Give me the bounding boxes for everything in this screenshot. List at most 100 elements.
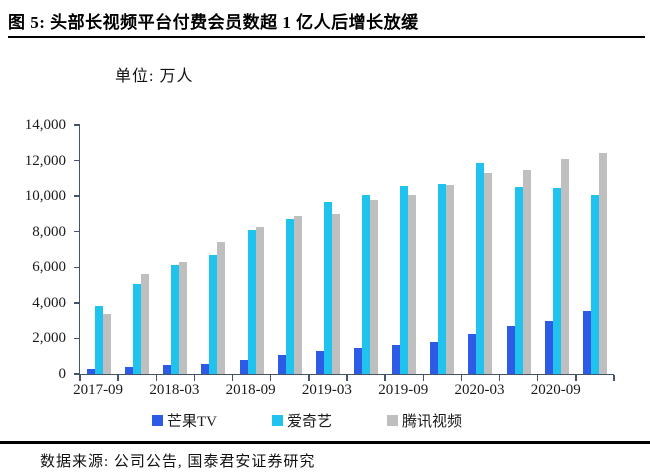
chart-bar [323,201,332,374]
x-tick-mark [79,375,81,381]
x-axis-tick-label: 2019-09 [378,382,429,398]
bar-group [309,201,347,374]
chart-bar [552,187,561,374]
y-tick-mark [74,337,80,340]
chart-bar [163,365,172,374]
chart-bar [506,325,515,374]
x-tick-mark [613,375,615,381]
bar-group [347,195,385,374]
x-tick-mark [536,375,539,381]
legend-item: 芒果TV [152,410,217,431]
footer-rule [0,441,650,444]
y-axis-tick-label: 4,000 [32,294,66,311]
chart-bar [560,158,569,374]
chart-bar [133,283,142,374]
chart-bar [293,215,302,374]
x-axis-tick-label: 2020-09 [530,382,581,398]
chart: 0 2,000 4,000 6,000 8,000 10,000 12,000 14,000 … [0,117,615,431]
chart-bar [217,242,226,374]
x-axis-tick-label: 2018-03 [149,382,200,398]
x-axis-tick-label: 2020-03 [454,382,505,398]
chart-bar [468,333,477,374]
bar-group [385,185,423,374]
x-tick-mark [575,375,577,381]
chart-bar [331,213,340,374]
chart-bar [590,195,599,374]
chart-bar [582,310,591,374]
legend-swatch-icon [152,415,163,426]
x-tick-mark [155,375,158,381]
x-tick-mark [384,375,386,381]
bar-group [194,242,232,374]
chart-bar [315,350,324,374]
chart-bar [95,306,104,374]
chart-bar [598,153,607,374]
title-rule [8,36,645,38]
chart-bar [476,162,485,374]
y-tick-mark [74,373,80,375]
chart-bar [430,342,439,374]
y-tick-mark [74,159,80,162]
y-axis-tick-label: 6,000 [32,259,66,276]
bar-group [576,153,614,374]
y-tick-mark [74,230,80,233]
bar-group [461,162,499,374]
chart-bar [285,218,294,374]
plot-area [74,124,615,381]
x-axis-tick-label: 2017-09 [73,382,124,398]
legend-label: 腾讯视频 [402,414,463,430]
y-tick-mark [74,266,80,269]
chart-bar [484,173,493,374]
x-tick-mark [498,375,501,381]
chart-bar [103,314,112,374]
legend-swatch-icon [272,415,283,426]
y-axis-tick-label: 8,000 [32,223,66,240]
chart-bar [125,366,134,374]
chart-bar [354,348,363,374]
x-tick-mark [308,375,310,381]
chart-bar [247,230,256,374]
chart-bar [544,320,553,374]
y-axis-tick-label: 12,000 [24,152,66,169]
bar-group [500,170,538,374]
y-tick-mark [74,302,80,304]
chart-bar [209,254,218,374]
legend-label: 爱奇艺 [287,414,333,430]
unit-label: 单位: 万人 [115,68,194,85]
bar-group [80,306,118,374]
chart-bar [446,185,455,374]
y-tick-mark [74,124,80,126]
x-axis-labels: 2017-09 2018-03 2018-09 2019-03 2019-09 2020-… [73,382,613,402]
y-axis-labels: 0 2,000 4,000 6,000 8,000 10,000 12,000 14,000 [0,117,66,382]
x-tick-mark [231,375,234,381]
bar-group [156,261,194,374]
chart-bar [522,170,531,374]
chart-bar [201,364,210,374]
chart-bar [362,195,371,374]
bar-group [538,158,576,374]
x-axis-tick-label: 2018-09 [225,382,276,398]
bar-group [233,227,271,374]
chart-bar [438,183,447,374]
x-tick-mark [117,375,119,381]
y-axis-tick-label: 2,000 [32,330,66,347]
chart-bar [408,195,417,374]
bar-group [423,183,461,374]
x-tick-mark [346,375,348,381]
chart-bar [277,355,286,374]
chart-bar [87,368,96,374]
y-tick-mark [74,195,80,197]
legend-item: 爱奇艺 [272,410,332,431]
chart-bar [514,187,523,374]
chart-bar [141,273,150,374]
chart-bar [255,227,264,374]
x-tick-mark [269,375,272,381]
chart-bar [239,359,248,374]
figure-title: 图 5: 头部长视频平台付费会员数超 1 亿人后增长放缓 [8,13,419,32]
bar-group [271,215,309,374]
x-tick-mark [193,375,196,381]
chart-bar [370,199,379,374]
chart-bar [179,261,188,374]
legend-label: 芒果TV [167,414,217,430]
